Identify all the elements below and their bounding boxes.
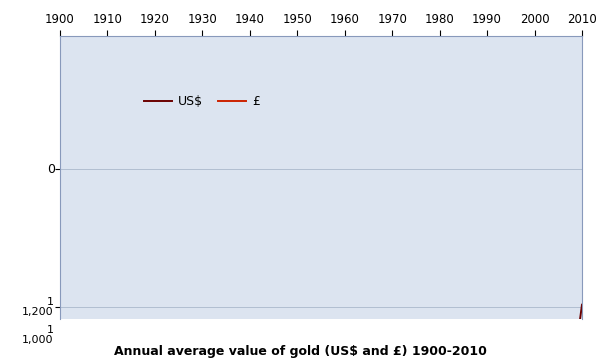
Text: 1,000: 1,000 bbox=[22, 335, 54, 345]
Text: Annual average value of gold (US$ and £) 1900-2010: Annual average value of gold (US$ and £)… bbox=[113, 345, 487, 358]
Text: 1,200: 1,200 bbox=[22, 307, 54, 317]
Text: 1: 1 bbox=[47, 298, 54, 307]
Line: US$: US$ bbox=[60, 305, 582, 362]
Text: 1: 1 bbox=[47, 325, 54, 335]
Text: 0: 0 bbox=[47, 163, 55, 176]
Legend: US$, £: US$, £ bbox=[139, 90, 265, 113]
US$ bbox=[578, 303, 586, 307]
